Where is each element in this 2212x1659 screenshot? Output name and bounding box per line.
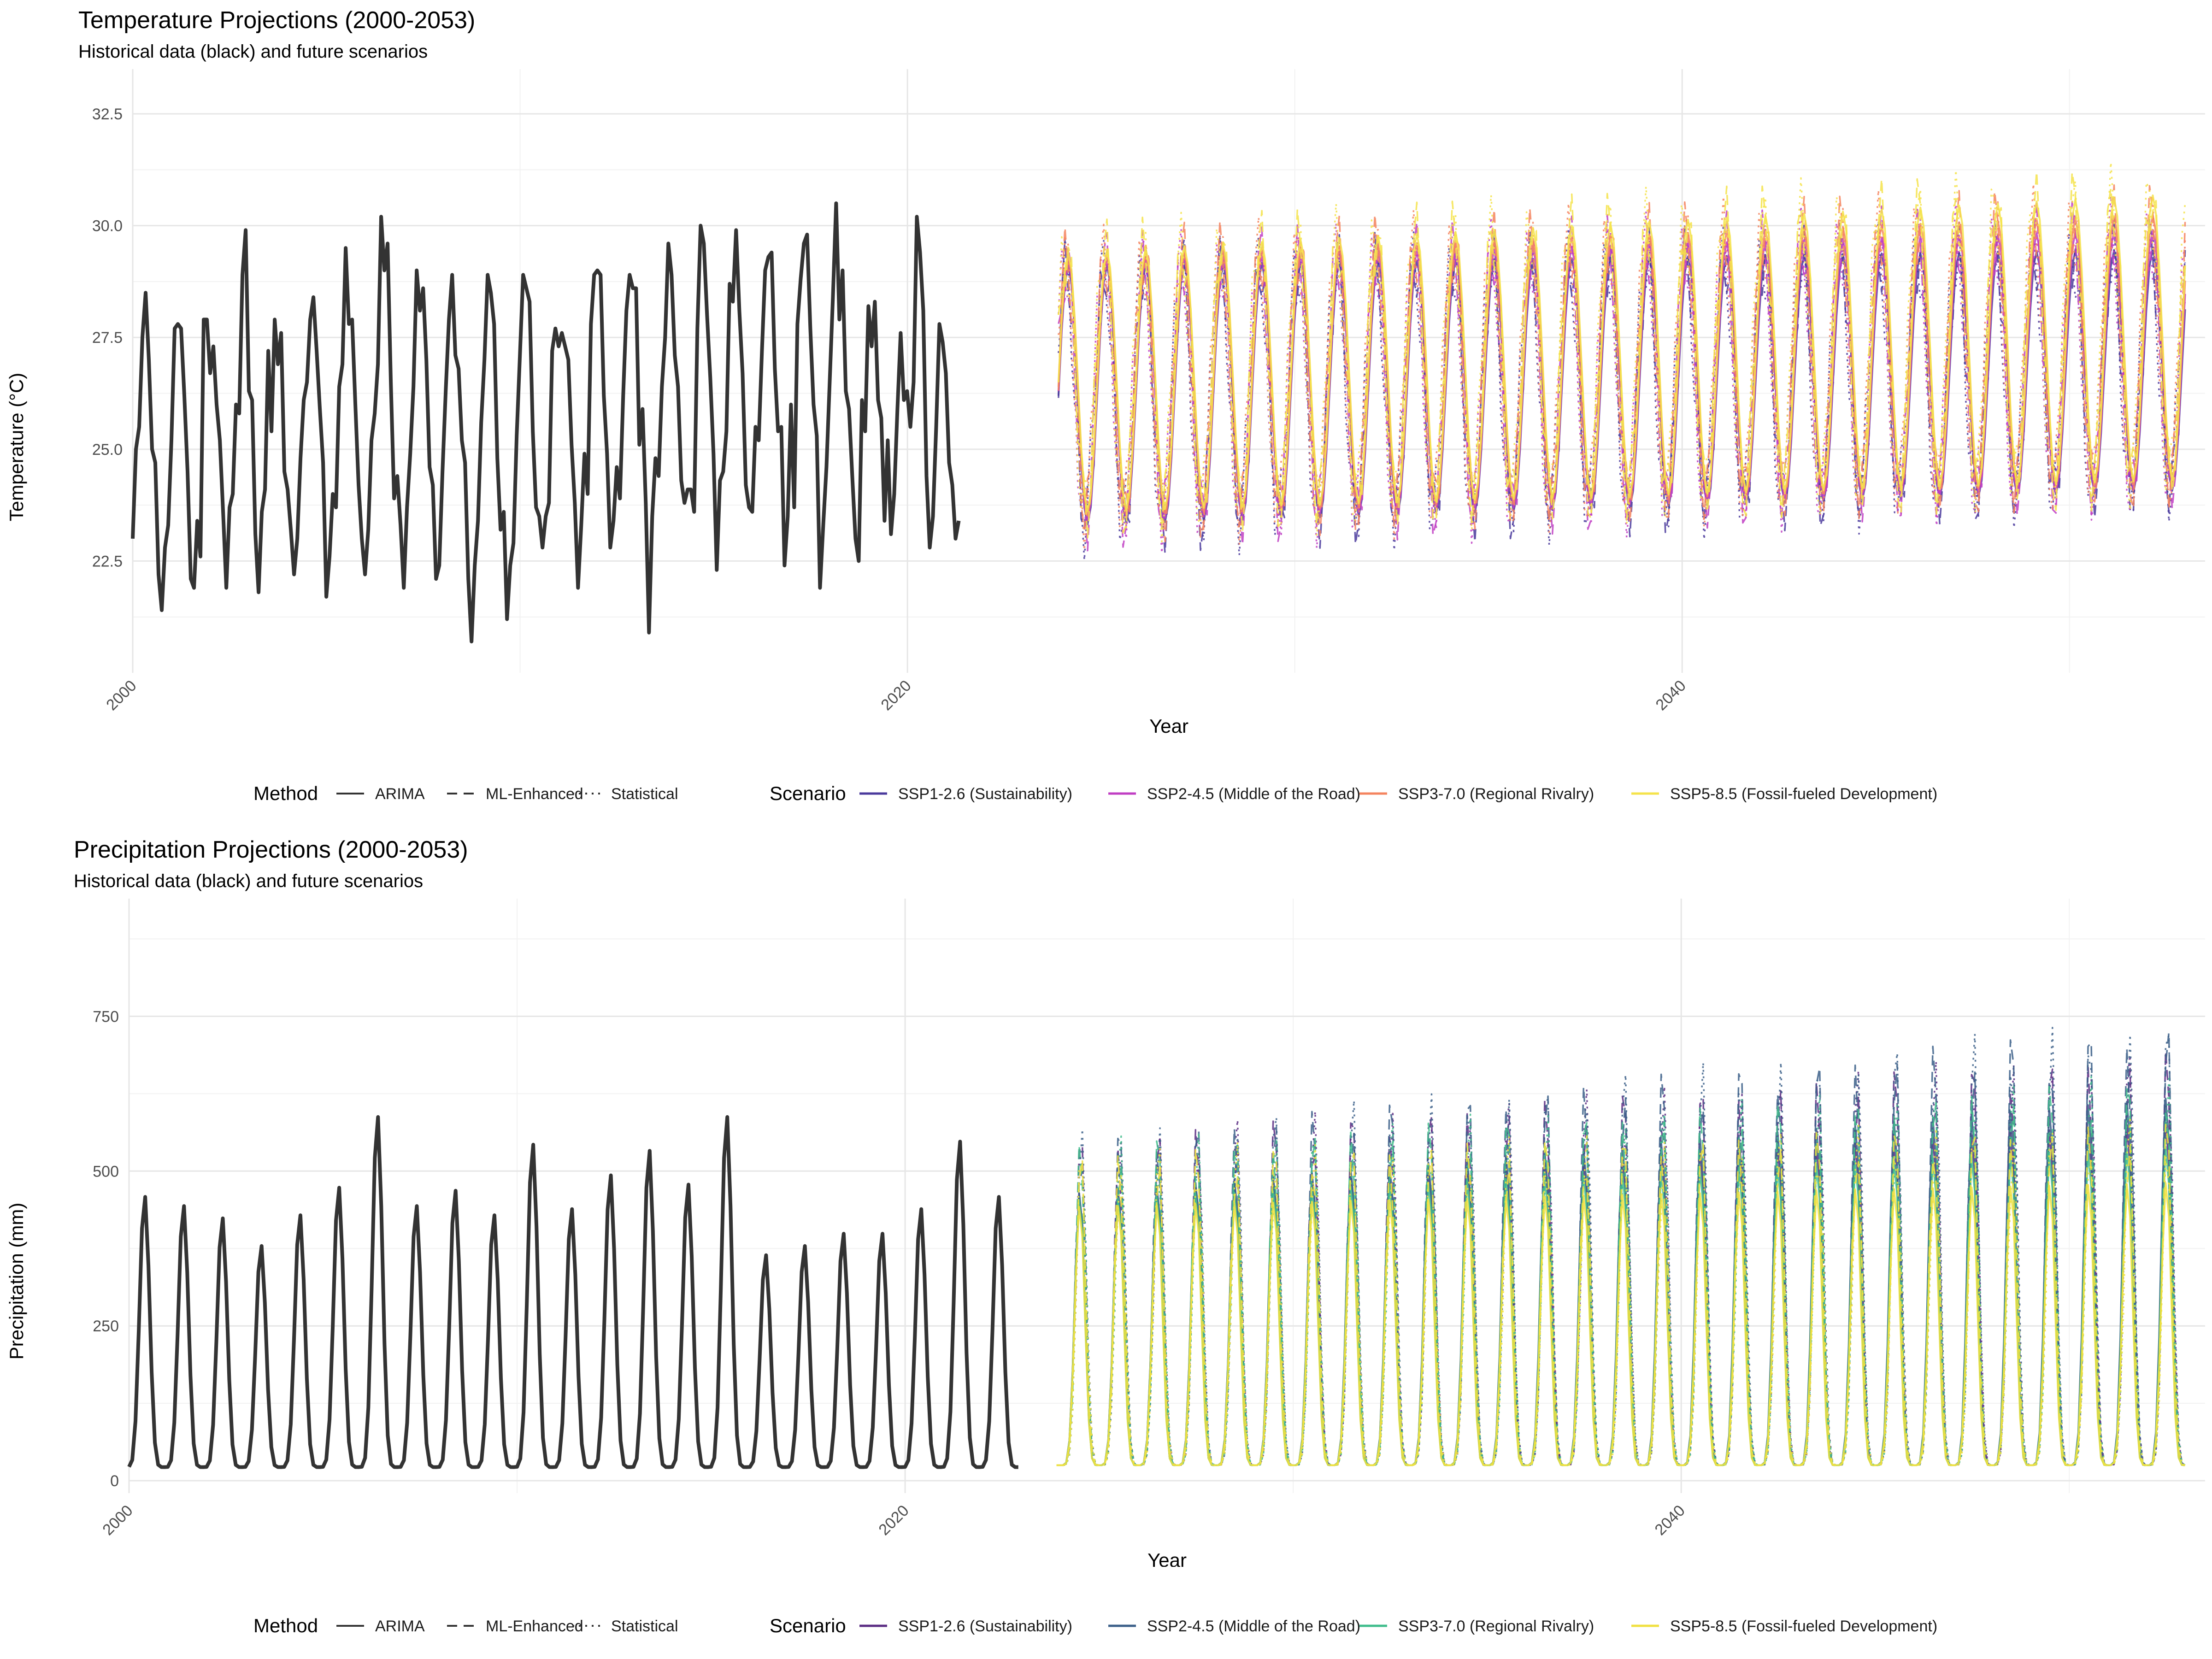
- x-tick-label: 2000: [99, 1502, 136, 1539]
- temperature-panel: Temperature Projections (2000-2053) Hist…: [0, 7, 2212, 811]
- temperature-legend: Method ARIMA ML-Enhanced Statistical Scenari…: [0, 774, 2212, 811]
- y-tick-label: 30.0: [92, 218, 123, 235]
- legend-label-method: ARIMA: [375, 1618, 425, 1635]
- y-tick-label: 500: [93, 1163, 119, 1180]
- y-tick-label: 32.5: [92, 106, 123, 123]
- y-axis-label: Temperature (°C): [6, 373, 27, 522]
- y-tick-label: 25.0: [92, 441, 123, 459]
- chart-subtitle: Historical data (black) and future scena…: [78, 41, 428, 62]
- y-tick-label: 0: [110, 1472, 119, 1490]
- y-axis-label: Precipitation (mm): [6, 1203, 27, 1360]
- legend-title-method: Method: [253, 782, 318, 804]
- x-tick-label: 2040: [1652, 1502, 1688, 1539]
- series-group: [131, 161, 2186, 644]
- legend-title-scenario: Scenario: [770, 1615, 846, 1636]
- legend-label-scenario: SSP2-4.5 (Middle of the Road): [1147, 1618, 1360, 1635]
- series-line-2-statistical: [1058, 195, 2186, 554]
- precipitation-panel: Precipitation Projections (2000-2053) Hi…: [0, 830, 2212, 1659]
- temperature-plot: 22.5 25.0 27.5 30.0 32.5 2000 2020 2040 Year Temp…: [6, 69, 2205, 737]
- x-axis-label: Year: [1147, 1549, 1187, 1567]
- legend-svg: Method ARIMA ML-Enhanced Statistical Scenari…: [253, 1615, 1937, 1636]
- chart-subtitle: Historical data (black) and future scena…: [74, 871, 424, 891]
- x-tick-label: 2000: [103, 677, 140, 714]
- series-line-4-statistical: [1058, 161, 2186, 542]
- series-line-4-statistical: [1056, 1118, 2186, 1466]
- grid: [132, 69, 2205, 673]
- legend-label-scenario: SSP5-8.5 (Fossil-fueled Development): [1670, 1618, 1937, 1635]
- legend-label-method: ML-Enhanced: [486, 1618, 583, 1635]
- legend-title-method: Method: [253, 1615, 318, 1636]
- legend-label-scenario: SSP1-2.6 (Sustainability): [898, 785, 1072, 803]
- precipitation-plot: 0 250 500 750 2000 2020 2040 Year Precipitation …: [6, 899, 2205, 1567]
- legend-svg: Method ARIMA ML-Enhanced Statistical Scenari…: [253, 782, 1937, 804]
- x-tick-label: 2040: [1653, 677, 1689, 714]
- historical-line: [127, 1115, 1018, 1469]
- legend-label-scenario: SSP3-7.0 (Regional Rivalry): [1398, 785, 1594, 803]
- series-line-3-statistical: [1058, 182, 2186, 551]
- legend-label-method: ARIMA: [375, 785, 425, 803]
- series-group: [127, 1027, 2186, 1469]
- precipitation-legend: Method ARIMA ML-Enhanced Statistical Scenari…: [0, 1606, 2212, 1643]
- legend-label-method: Statistical: [611, 1618, 678, 1635]
- historical-line: [131, 201, 961, 644]
- y-tick-label: 750: [93, 1008, 119, 1025]
- legend-label-scenario: SSP5-8.5 (Fossil-fueled Development): [1670, 785, 1937, 803]
- legend-label-method: ML-Enhanced: [486, 785, 583, 803]
- y-tick-label: 27.5: [92, 329, 123, 347]
- series-line-3-ml-enhanced: [1056, 1086, 2185, 1466]
- x-tick-label: 2020: [877, 677, 914, 714]
- legend-label-method: Statistical: [611, 785, 678, 803]
- x-tick-label: 2020: [875, 1502, 912, 1539]
- chart-title: Precipitation Projections (2000-2053): [74, 836, 468, 863]
- y-tick-label: 22.5: [92, 553, 123, 570]
- series-line-2-ml-enhanced: [1056, 1031, 2186, 1466]
- y-tick-label: 250: [93, 1318, 119, 1335]
- chart-title: Temperature Projections (2000-2053): [78, 7, 476, 34]
- legend-label-scenario: SSP1-2.6 (Sustainability): [898, 1618, 1072, 1635]
- legend-title-scenario: Scenario: [770, 782, 846, 804]
- legend-label-scenario: SSP2-4.5 (Middle of the Road): [1147, 785, 1360, 803]
- legend-label-scenario: SSP3-7.0 (Regional Rivalry): [1398, 1618, 1594, 1635]
- x-axis-label: Year: [1149, 715, 1188, 737]
